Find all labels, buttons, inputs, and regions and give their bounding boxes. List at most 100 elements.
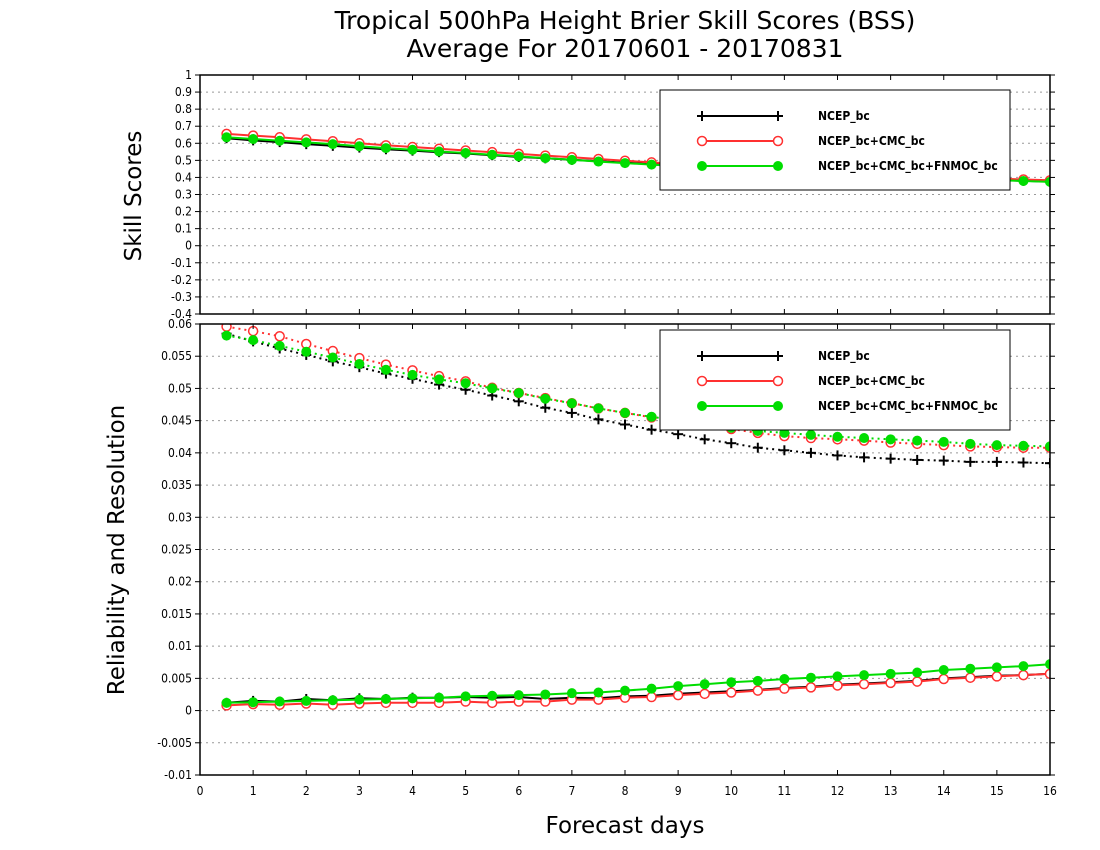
data-point: [646, 691, 657, 703]
legend-marker: [772, 375, 784, 387]
data-point: [593, 687, 604, 698]
x-tick-label: 13: [884, 784, 898, 798]
x-tick-label: 5: [462, 784, 469, 798]
y-tick-label: 0.4: [175, 170, 192, 184]
data-point: [274, 330, 285, 342]
legend-label: NCEP_bc: [818, 109, 870, 124]
data-point: [513, 690, 524, 701]
plot-area: [221, 324, 1050, 711]
x-tick-label: 0: [197, 784, 204, 798]
data-point: [726, 438, 737, 449]
data-point: [1045, 659, 1050, 670]
data-point: [620, 419, 630, 430]
data-point: [646, 159, 657, 170]
x-tick-label: 11: [778, 784, 792, 798]
data-point: [540, 153, 551, 164]
data-point: [1045, 458, 1050, 469]
y-tick-label: 0.055: [161, 349, 192, 363]
y-tick-label: 0.3: [175, 188, 192, 202]
x-tick-label: 12: [831, 784, 845, 798]
data-point: [566, 398, 577, 409]
y-tick-label: 0.035: [161, 478, 192, 492]
data-point: [699, 434, 710, 445]
data-point: [858, 678, 870, 690]
data-point: [965, 438, 976, 449]
data-point: [566, 154, 577, 165]
y-tick-label: 1: [185, 68, 192, 82]
top-panel-y-axis-title: Skill Scores: [121, 131, 147, 262]
data-point: [832, 671, 843, 682]
legend-marker: [773, 111, 783, 121]
x-tick-label: 7: [568, 784, 575, 798]
y-tick-label: -0.005: [157, 736, 192, 750]
data-point: [221, 697, 232, 708]
data-point: [1018, 661, 1029, 672]
data-point: [965, 456, 976, 467]
data-point: [487, 690, 498, 701]
data-point: [407, 369, 418, 380]
data-point: [460, 378, 471, 389]
data-point: [513, 387, 524, 398]
x-tick-label: 6: [515, 784, 522, 798]
data-point: [566, 407, 577, 418]
chart-title: Tropical 500hPa Height Brier Skill Score…: [334, 6, 916, 35]
y-tick-label: 0.1: [175, 222, 192, 236]
data-point: [885, 677, 896, 689]
data-point: [912, 454, 923, 465]
data-point: [805, 429, 816, 440]
x-tick-label: 8: [622, 784, 629, 798]
data-point: [434, 146, 445, 157]
data-point: [699, 688, 710, 700]
data-point: [248, 335, 259, 346]
data-point: [380, 143, 391, 154]
data-point: [274, 135, 285, 146]
legend: NCEP_bc NCEP_bc+CMC_bc NCEP_bc+CMC_bc+FNMO…: [659, 89, 1011, 191]
legend-label: NCEP_bc+CMC_bc+FNMOC_bc: [818, 159, 998, 174]
data-point: [938, 673, 949, 685]
data-point: [938, 455, 949, 466]
data-point: [805, 682, 817, 693]
data-point: [912, 667, 923, 678]
y-tick-label: 0.015: [161, 607, 192, 621]
x-tick-label: 3: [356, 784, 363, 798]
skill-scores-panel: 1 0.9 0.8 0.7 0.6 0.5 0.4 0.3 0.2 0.1 0 -0.1 -0.2 -0.…: [171, 68, 1055, 321]
data-point: [1045, 176, 1050, 187]
y-tick-label: 0.04: [168, 446, 192, 460]
data-point: [487, 149, 498, 160]
data-point: [593, 403, 604, 414]
legend-label: NCEP_bc+CMC_bc: [818, 374, 925, 389]
data-point: [301, 346, 312, 357]
y-tick-label: -0.01: [164, 768, 192, 782]
data-point: [779, 674, 790, 685]
legend-marker: [773, 401, 783, 411]
legend-marker: [697, 161, 707, 171]
y-tick-label: 0.01: [168, 639, 192, 653]
data-point: [593, 414, 604, 425]
x-tick-label: 1: [250, 784, 257, 798]
data-point: [1044, 668, 1050, 680]
data-point: [859, 452, 870, 463]
data-point: [885, 453, 896, 464]
data-point: [354, 141, 365, 152]
y-tick-label: 0: [185, 704, 192, 718]
x-axis: 0 1 2 3 4 5 6 7 8 9 10 11 12 13 14 15 16: [197, 75, 1057, 798]
bottom-panel-y-axis-title: Reliability and Resolution: [104, 405, 130, 695]
data-point: [327, 139, 338, 150]
data-point: [832, 450, 843, 461]
legend-marker: [696, 375, 708, 387]
data-point: [805, 672, 816, 683]
data-point: [646, 683, 657, 694]
data-point: [832, 431, 843, 442]
y-tick-label: -0.4: [171, 307, 192, 321]
data-point: [646, 424, 657, 435]
data-point: [991, 662, 1002, 673]
y-tick-label: 0.02: [168, 575, 192, 589]
legend-label: NCEP_bc+CMC_bc+FNMOC_bc: [818, 399, 998, 414]
y-tick-label: 0.8: [175, 102, 192, 116]
data-point: [938, 436, 949, 447]
y-tick-label: 0: [185, 239, 192, 253]
legend-marker: [697, 401, 707, 411]
data-point: [726, 677, 737, 688]
data-point: [1018, 457, 1029, 468]
